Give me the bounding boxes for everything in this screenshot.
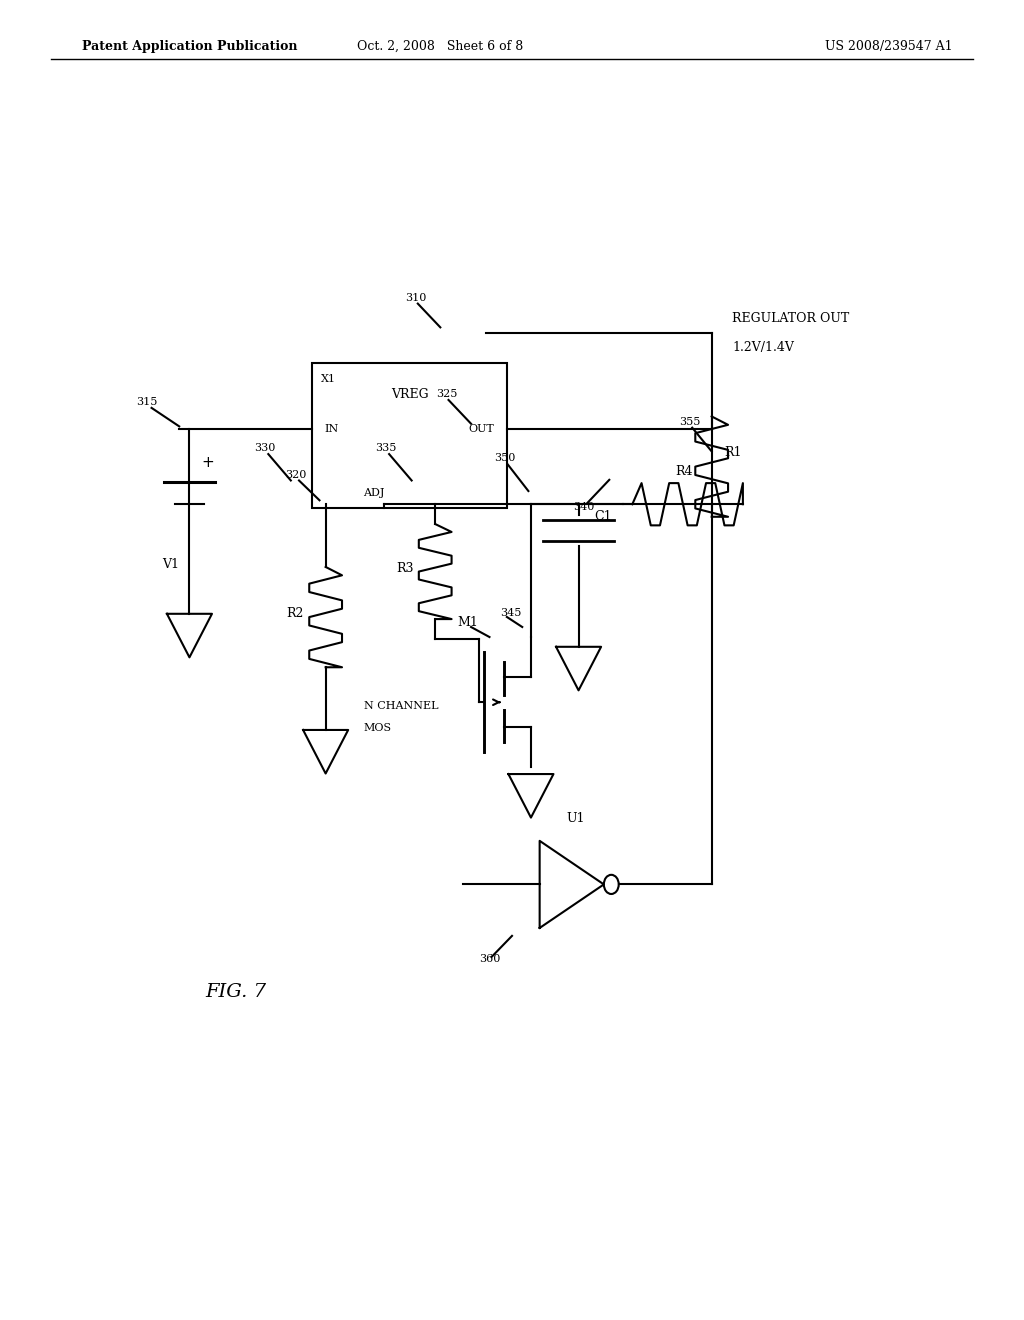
Text: R1: R1: [724, 446, 741, 459]
Text: +: +: [202, 454, 214, 470]
Text: R2: R2: [287, 607, 304, 620]
Text: ADJ: ADJ: [364, 487, 385, 498]
Text: IN: IN: [325, 424, 339, 434]
Text: Oct. 2, 2008   Sheet 6 of 8: Oct. 2, 2008 Sheet 6 of 8: [357, 40, 523, 53]
Text: 1.2V/1.4V: 1.2V/1.4V: [732, 341, 794, 354]
Text: U1: U1: [566, 812, 585, 825]
Text: REGULATOR OUT: REGULATOR OUT: [732, 312, 850, 325]
Text: MOS: MOS: [364, 723, 391, 734]
Text: M1: M1: [458, 616, 478, 630]
Text: 340: 340: [573, 502, 595, 512]
Bar: [312, 363, 507, 508]
Text: R4: R4: [676, 465, 693, 478]
Text: US 2008/239547 A1: US 2008/239547 A1: [824, 40, 952, 53]
Text: 360: 360: [479, 954, 501, 965]
Text: 320: 320: [285, 470, 306, 480]
Text: VREG: VREG: [391, 388, 428, 401]
Text: R3: R3: [396, 561, 414, 574]
Text: C1: C1: [594, 510, 611, 523]
Text: X1: X1: [321, 374, 336, 384]
Text: 310: 310: [406, 293, 427, 304]
Text: N CHANNEL: N CHANNEL: [364, 701, 438, 711]
Text: 330: 330: [254, 444, 275, 454]
Text: FIG. 7: FIG. 7: [205, 982, 266, 1001]
Text: 315: 315: [136, 397, 158, 408]
Text: 325: 325: [436, 389, 458, 400]
Text: OUT: OUT: [469, 424, 495, 434]
Text: V1: V1: [163, 557, 179, 570]
Text: 335: 335: [375, 444, 396, 454]
Text: 345: 345: [500, 609, 521, 618]
Text: 350: 350: [495, 453, 516, 463]
Text: Patent Application Publication: Patent Application Publication: [82, 40, 297, 53]
Text: 355: 355: [679, 417, 700, 428]
